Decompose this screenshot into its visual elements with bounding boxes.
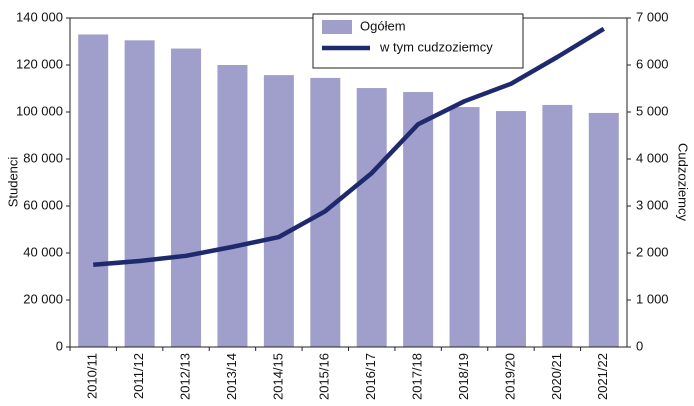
bar [542, 104, 573, 347]
x-tick-label: 2021/22 [595, 353, 610, 400]
y2-tick-label: 3 000 [636, 197, 669, 212]
x-tick-label: 2016/17 [363, 353, 378, 400]
bar [449, 107, 480, 347]
legend-label: w tym cudzoziemcy [379, 39, 493, 54]
bar [171, 48, 202, 348]
y-tick-label: 20 000 [23, 291, 63, 306]
y2-axis-title: Cudzoziemcy [676, 143, 691, 222]
y2-tick-label: 0 [636, 338, 643, 353]
legend-label: Ogółem [360, 18, 406, 33]
line [93, 26, 605, 267]
y-tick-label: 0 [56, 338, 63, 353]
bar [263, 75, 294, 347]
bar [217, 65, 248, 347]
y2-tick-label: 2 000 [636, 244, 669, 259]
x-tick-label: 2011/12 [131, 353, 146, 399]
x-tick-label: 2013/14 [224, 353, 239, 400]
y-tick-label: 120 000 [16, 56, 63, 71]
y-tick-label: 100 000 [16, 103, 63, 118]
y-tick-label: 140 000 [16, 9, 63, 24]
x-tick-label: 2015/16 [317, 353, 332, 400]
y2-tick-label: 6 000 [636, 56, 669, 71]
bar [78, 34, 109, 347]
y2-tick-label: 7 000 [636, 9, 669, 24]
y-tick-label: 60 000 [23, 197, 63, 212]
bar [356, 88, 387, 347]
y-axis-title: Studenci [5, 157, 20, 208]
x-tick-label: 2012/13 [177, 353, 192, 400]
x-tick-label: 2010/11 [85, 353, 100, 399]
bar [588, 112, 619, 347]
y-tick-label: 40 000 [23, 244, 63, 259]
legend-swatch [322, 20, 352, 34]
x-tick-label: 2018/19 [456, 353, 471, 400]
y2-tick-label: 1 000 [636, 291, 669, 306]
y-tick-label: 80 000 [23, 150, 63, 165]
y2-tick-label: 4 000 [636, 150, 669, 165]
x-tick-label: 2020/21 [549, 353, 564, 400]
x-tick-label: 2014/15 [270, 353, 285, 400]
x-tick-label: 2019/20 [502, 353, 517, 400]
bar [495, 111, 526, 347]
bar [124, 40, 155, 347]
x-tick-label: 2017/18 [410, 353, 425, 400]
y2-tick-label: 5 000 [636, 103, 669, 118]
bar [403, 92, 434, 348]
